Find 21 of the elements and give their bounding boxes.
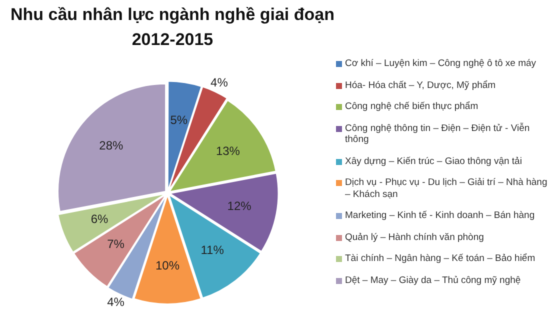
data-label: 10% bbox=[155, 258, 180, 272]
data-label: 13% bbox=[216, 144, 240, 158]
legend-label: Marketing – Kinh tế - Kinh doanh – Bán hàng bbox=[345, 210, 535, 222]
legend-label: Dệt – May – Giày da – Thủ công mỹ nghệ bbox=[345, 274, 521, 286]
data-label: 4% bbox=[210, 75, 228, 90]
data-label: 5% bbox=[170, 113, 188, 128]
data-label: 7% bbox=[107, 237, 125, 251]
legend-label: Cơ khí – Luyện kim – Công nghệ ô tô xe máy bbox=[345, 58, 536, 70]
legend-label: Công nghệ chế biến thực phẩm bbox=[345, 101, 478, 112]
data-label: 6% bbox=[90, 212, 109, 226]
data-label: 11% bbox=[200, 243, 224, 258]
data-label: 12% bbox=[227, 199, 252, 214]
legend-label: Dịch vụ - Phục vụ - Du lịch – Giải trí – Nhà hàng – Khách sạn bbox=[345, 177, 548, 200]
data-label: 28% bbox=[99, 138, 124, 153]
legend-label: Xây dựng – Kiến trúc – Giao thông vận tải bbox=[345, 156, 522, 167]
legend-label: Hóa- Hóa chất – Y, Dược, Mỹ phẩm bbox=[345, 80, 496, 91]
legend-label: Quản lý – Hành chính văn phòng bbox=[345, 232, 484, 243]
legend-label: Tài chính – Ngân hàng – Kế toán – Bảo hiểm bbox=[345, 253, 536, 264]
data-label: 4% bbox=[107, 295, 125, 310]
chart-title: Nhu cầu nhân lực ngành nghề giai đoạn 2012-2015 bbox=[10, 4, 336, 51]
legend-label: Công nghệ thông tin – Điện – Điện tử - Viễn thông bbox=[345, 122, 531, 146]
